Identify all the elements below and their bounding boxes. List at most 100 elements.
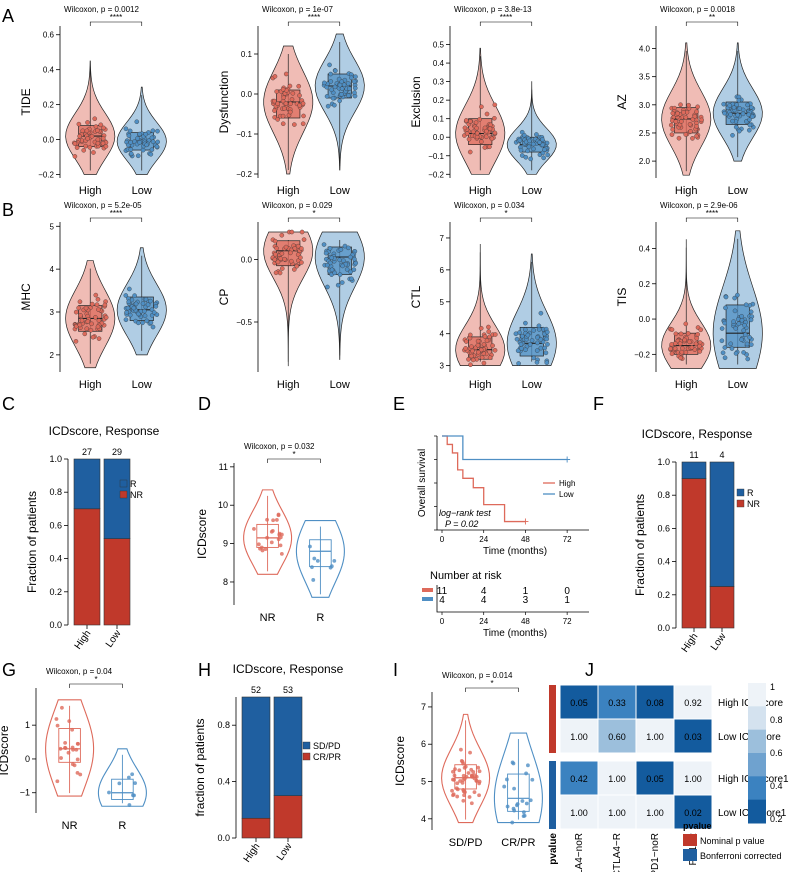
heatmap-cell-label: 0.60 xyxy=(608,732,626,742)
box-nr xyxy=(58,728,81,763)
colorbar-step xyxy=(748,683,766,707)
data-point xyxy=(272,74,278,79)
heatmap-cell xyxy=(635,684,675,720)
data-point xyxy=(74,747,79,752)
y-tick-label: 0.4 xyxy=(639,244,651,253)
data-point xyxy=(311,578,316,582)
significance-stars: **** xyxy=(308,13,320,22)
data-point xyxy=(748,317,754,323)
violin-nr xyxy=(45,699,95,797)
data-point xyxy=(455,787,460,792)
data-point xyxy=(142,308,147,314)
data-point xyxy=(513,331,519,337)
data-point xyxy=(131,305,137,311)
data-point xyxy=(471,770,476,774)
risk-count: 4 xyxy=(481,586,487,597)
data-point xyxy=(477,793,481,798)
data-point xyxy=(490,343,495,348)
y-tick-label: 3 xyxy=(50,308,55,317)
data-point xyxy=(683,321,689,327)
y-tick-label: 0.2 xyxy=(49,587,62,597)
data-point xyxy=(735,292,740,298)
test-label: Wilcoxon, p = 0.034 xyxy=(454,201,525,210)
y-axis-title: Dysfunction xyxy=(217,71,231,134)
data-point xyxy=(295,243,301,249)
data-point xyxy=(545,152,551,158)
data-point xyxy=(103,144,109,149)
colorbar-step xyxy=(748,776,766,801)
violin-panel-a3: −0.2 −0.1 0.0 0.1 0.2 0.3 0.4 0.5 Exclusion Wilco… xyxy=(409,5,557,197)
risk-count: 1 xyxy=(523,586,529,597)
data-point xyxy=(542,345,548,351)
data-point xyxy=(687,339,692,345)
data-point xyxy=(683,115,689,120)
data-point xyxy=(299,229,305,235)
data-point xyxy=(538,337,543,342)
data-point xyxy=(287,83,293,89)
logrank-annotation: log−rank test xyxy=(439,508,491,518)
data-point xyxy=(464,774,469,779)
data-point xyxy=(269,540,274,545)
censor-mark xyxy=(564,456,571,463)
data-point xyxy=(479,139,484,144)
data-point xyxy=(538,345,544,351)
data-point xyxy=(74,145,80,150)
data-point xyxy=(679,119,684,124)
data-point xyxy=(487,334,492,340)
x-tick-label: R xyxy=(316,612,324,624)
data-point xyxy=(537,140,542,145)
data-point xyxy=(292,267,297,272)
data-point xyxy=(95,324,101,330)
y-tick-label: 5 xyxy=(440,298,445,307)
heatmap-cell-label: 1.00 xyxy=(608,808,626,818)
data-point xyxy=(510,820,515,825)
significance-stars: **** xyxy=(110,13,122,22)
data-point xyxy=(70,727,75,732)
data-point xyxy=(672,346,678,351)
risk-count: 1 xyxy=(564,595,570,606)
data-point xyxy=(329,564,334,569)
data-point xyxy=(518,341,524,347)
data-point xyxy=(133,781,137,786)
data-point xyxy=(747,122,753,128)
data-point xyxy=(325,284,330,290)
chart-title: ICDscore, Response xyxy=(642,427,753,441)
data-point xyxy=(526,763,530,768)
data-point xyxy=(668,122,674,128)
data-point xyxy=(144,318,150,324)
data-point xyxy=(739,317,745,323)
data-point xyxy=(492,348,498,353)
data-point xyxy=(470,348,475,354)
data-point xyxy=(529,338,535,343)
row-annotation xyxy=(549,685,556,719)
data-point xyxy=(322,80,327,86)
data-point xyxy=(693,341,699,347)
data-point xyxy=(252,527,256,531)
data-point xyxy=(276,513,281,518)
data-point xyxy=(468,332,473,338)
data-point xyxy=(283,244,289,250)
violin-panel-b2: −0.5 0.0 CP Wilcoxon, p = 0.029* High Low xyxy=(217,201,365,391)
data-point xyxy=(63,746,68,751)
data-point xyxy=(469,801,474,806)
data-point xyxy=(475,342,481,348)
risk-count: 11 xyxy=(437,586,448,597)
colorbar-tick-label: 0.2 xyxy=(770,814,783,824)
x-tick-label: NR xyxy=(260,612,276,624)
data-point xyxy=(148,151,154,157)
y-axis-title: Exclusion xyxy=(409,76,423,127)
data-point xyxy=(150,324,156,330)
y-tick-label: 0.0 xyxy=(639,315,651,324)
legend-label: NR xyxy=(130,490,143,500)
data-point xyxy=(733,124,739,130)
panel-letter-h: H xyxy=(198,660,211,680)
data-point xyxy=(107,790,111,795)
y-tick-label: −0.2 xyxy=(428,170,444,179)
data-point xyxy=(690,136,695,141)
bar-segment-r xyxy=(73,458,101,510)
data-point xyxy=(464,339,469,344)
data-point xyxy=(275,117,280,122)
x-tick-label: High xyxy=(675,379,698,391)
data-point xyxy=(281,95,286,100)
data-point xyxy=(745,102,750,108)
